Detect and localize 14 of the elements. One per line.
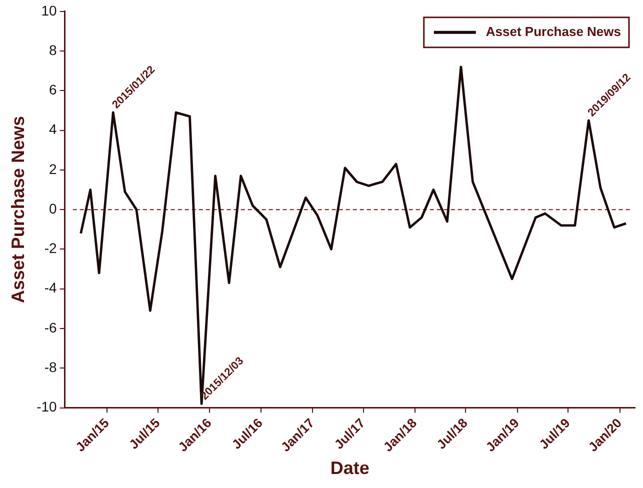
y-tick-label: -2 [44, 240, 58, 256]
y-tick-label: 10 [41, 2, 58, 18]
y-tick-label: 6 [49, 82, 58, 98]
y-tick-label: 8 [49, 42, 58, 58]
y-tick-label: -10 [36, 398, 58, 415]
y-tick-label: -8 [44, 358, 58, 375]
legend-label: Asset Purchase News [486, 24, 621, 39]
x-axis-title: Date [330, 458, 370, 478]
y-tick-label: -6 [44, 319, 58, 336]
y-axis-title: Asset Purchase News [8, 116, 28, 304]
y-tick-label: 4 [49, 121, 58, 138]
y-tick-label: 0 [49, 200, 58, 216]
y-tick-label: 2 [49, 160, 58, 177]
y-tick-label: -4 [44, 280, 58, 296]
